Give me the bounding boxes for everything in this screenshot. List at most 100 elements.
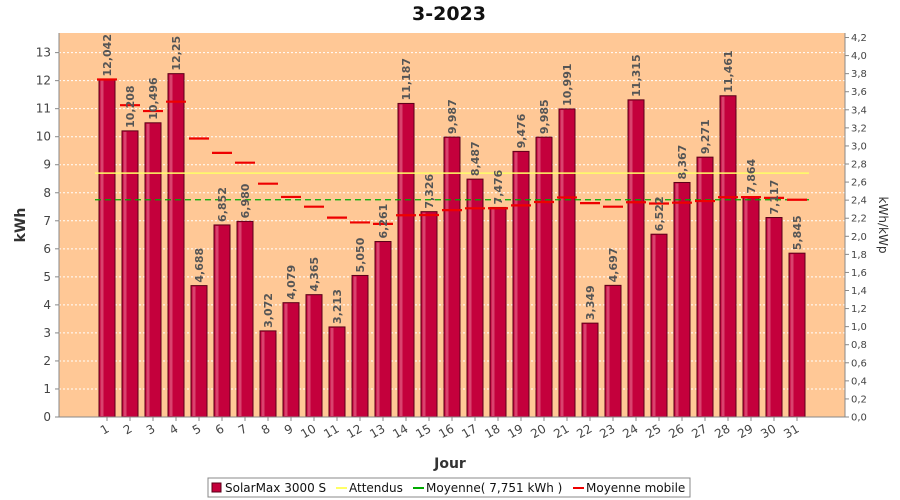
y-axis-label: kWh	[13, 208, 29, 243]
y2-tick-label: 3,6	[851, 87, 867, 98]
y2-axis-label: kWh/kWp	[876, 197, 890, 254]
y2-tick-label: 1,0	[851, 322, 867, 333]
y2-tick-label: 1,4	[851, 286, 867, 297]
bar-data-label: 3,213	[331, 289, 344, 324]
y-tick-label: 13	[36, 46, 51, 60]
x-tick-label: 11	[321, 421, 341, 441]
bar-highlight	[169, 74, 173, 416]
bar-highlight	[698, 158, 702, 417]
bar-highlight	[767, 218, 771, 416]
bar-data-label: 4,365	[308, 257, 321, 292]
bar-highlight	[468, 180, 472, 416]
y2-tick-label: 0,8	[851, 340, 867, 351]
bar-highlight	[261, 331, 265, 416]
y2-tick-label: 2,4	[851, 196, 867, 207]
bar-highlight	[192, 286, 196, 416]
bar-data-label: 11,187	[400, 58, 413, 100]
bar-highlight	[790, 254, 794, 416]
y-tick-label: 6	[43, 242, 51, 256]
legend-swatch	[211, 482, 222, 493]
plot-area: 12,042 10,208 10,496 12,25 4,688 6,852 6,980 3,…	[59, 33, 845, 418]
y-tick-label: 9	[43, 158, 51, 172]
bar-data-label: 9,985	[538, 99, 551, 134]
bar-highlight	[675, 183, 679, 416]
y2-tick-label: 0,2	[851, 394, 867, 405]
bar-data-label: 12,042	[101, 34, 114, 76]
chart-title: 3-2023	[412, 3, 486, 25]
x-tick-label: 8	[259, 421, 273, 437]
bar-highlight	[560, 109, 564, 416]
bar-highlight	[307, 295, 311, 416]
y2-tick-label: 4,2	[851, 33, 867, 44]
x-tick-label: 1	[98, 421, 112, 437]
y2-tick-label: 2,8	[851, 160, 867, 171]
legend-box	[207, 477, 691, 498]
x-tick-label: 26	[666, 421, 686, 441]
x-tick-label: 9	[282, 421, 296, 437]
bar-data-label: 8,487	[469, 141, 482, 176]
bar-data-label: 4,688	[193, 248, 206, 283]
y2-tick-label: 4,0	[851, 51, 867, 62]
y2-tick-label: 1,8	[851, 250, 867, 261]
x-tick-label: 30	[758, 421, 778, 441]
x-tick-label: 27	[689, 421, 709, 441]
x-tick-label: 5	[190, 421, 204, 437]
bar-highlight	[744, 197, 748, 416]
x-tick-label: 12	[344, 421, 364, 441]
x-tick-label: 20	[528, 421, 548, 441]
bar-highlight	[123, 131, 127, 416]
bar-data-label: 3,349	[584, 285, 597, 320]
bar-data-label: 11,461	[722, 50, 735, 92]
x-tick-label: 7	[236, 421, 250, 437]
bar-data-label: 5,845	[791, 215, 804, 250]
bar-data-label: 6,980	[239, 183, 252, 218]
bar-highlight	[422, 212, 426, 416]
y-tick-label: 3	[43, 326, 51, 340]
bar-data-label: 8,367	[676, 145, 689, 180]
y2-tick-label: 3,0	[851, 141, 867, 152]
x-tick-label: 16	[436, 421, 456, 441]
x-tick-label: 15	[413, 421, 433, 441]
y2-tick-label: 2,6	[851, 178, 867, 189]
bar-data-label: 12,25	[170, 36, 183, 71]
bar-highlight	[215, 225, 219, 416]
x-axis-label: Jour	[433, 456, 466, 472]
bar-highlight	[353, 276, 357, 416]
y2-tick-label: 1,2	[851, 304, 867, 315]
bar-data-label: 4,697	[607, 248, 620, 283]
bar-data-label: 6,261	[377, 204, 390, 239]
x-tick-label: 31	[781, 421, 801, 441]
bar-data-label: 10,208	[124, 85, 137, 127]
y-tick-label: 2	[43, 354, 51, 368]
bar-data-label: 10,991	[561, 63, 574, 105]
x-tick-label: 4	[167, 421, 181, 437]
y2-tick-label: 2,0	[851, 232, 867, 243]
bar-data-label: 9,271	[699, 119, 712, 154]
bar-data-label: 9,987	[446, 99, 459, 134]
x-tick-label: 2	[121, 421, 135, 437]
bar-highlight	[652, 235, 656, 416]
legend-label: Moyenne mobile	[586, 481, 685, 495]
x-tick-label: 22	[574, 421, 594, 441]
y-tick-label: 8	[43, 186, 51, 200]
x-tick-label: 19	[505, 421, 525, 441]
bar-data-label: 7,476	[492, 169, 505, 204]
bar-data-label: 7,326	[423, 174, 436, 209]
bar-data-label: 10,496	[147, 77, 160, 120]
bar-highlight	[399, 104, 403, 416]
bar-data-label: 6,522	[653, 196, 666, 231]
y2-tick-label: 3,2	[851, 123, 867, 134]
y-tick-label: 10	[36, 130, 51, 144]
legend-label: Moyenne( 7,751 kWh )	[426, 481, 562, 495]
y2-tick-label: 3,8	[851, 69, 867, 80]
y-tick-label: 0	[43, 410, 51, 424]
x-tick-label: 21	[551, 421, 571, 441]
x-tick-label: 18	[482, 421, 502, 441]
axes: 0123456789101112130,00,20,40,60,81,01,21…	[36, 33, 867, 441]
bar-data-label: 11,315	[630, 54, 643, 96]
x-tick-label: 29	[735, 421, 755, 441]
y-tick-label: 12	[36, 74, 51, 88]
x-tick-label: 6	[213, 421, 227, 437]
bar-data-label: 6,852	[216, 187, 229, 222]
bar-data-label: 4,079	[285, 265, 298, 300]
